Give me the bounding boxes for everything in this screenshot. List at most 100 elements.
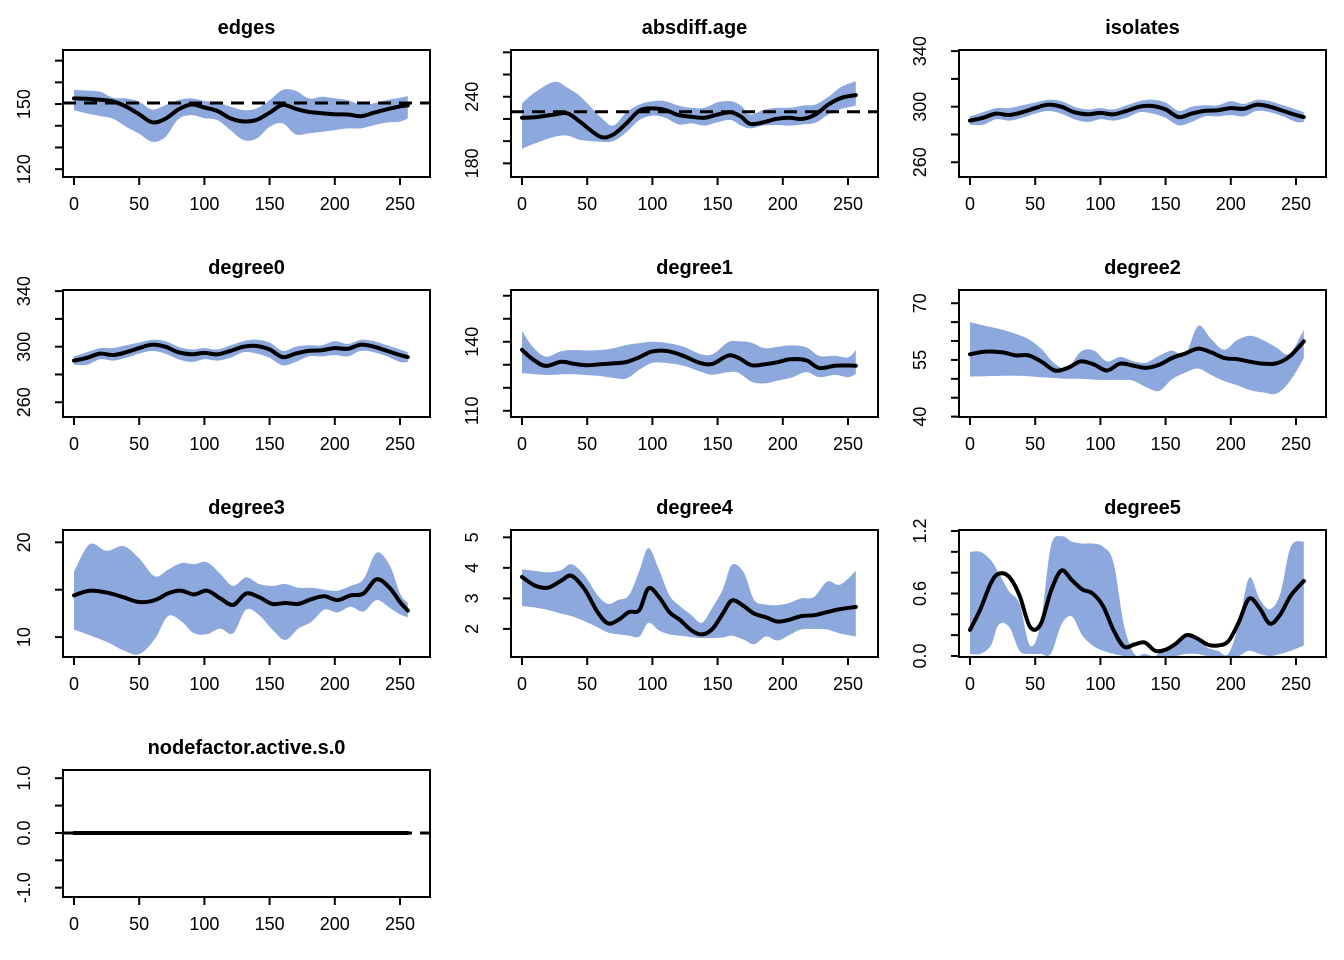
x-tick-label: 150 (255, 434, 285, 454)
x-tick-label: 200 (1216, 674, 1246, 694)
x-tick-label: 250 (1281, 194, 1311, 214)
x-tick-label: 150 (1151, 194, 1181, 214)
x-tick-label: 250 (385, 914, 415, 934)
y-tick-label: 0.0 (14, 820, 34, 845)
x-tick-label: 50 (1025, 674, 1045, 694)
y-tick-label: 3 (462, 593, 482, 603)
x-tick-label: 50 (1025, 434, 1045, 454)
panel-title: edges (218, 17, 276, 39)
x-tick-label: 0 (965, 434, 975, 454)
x-tick-label: 100 (1085, 434, 1115, 454)
x-tick-label: 100 (189, 674, 219, 694)
x-tick-label: 0 (69, 194, 79, 214)
panel-degree3: degree3 0 50 100 150 200 250 10 20 (14, 497, 431, 694)
mean-line (520, 573, 858, 637)
y-tick-label: 240 (462, 82, 482, 112)
y-tick-label: 10 (14, 627, 34, 647)
plot-box (510, 49, 879, 178)
panel-title: nodefactor.active.s.0 (148, 737, 346, 759)
x-tick-label: 100 (637, 194, 667, 214)
mean-line (968, 568, 1306, 654)
x-tick-label: 200 (1216, 194, 1246, 214)
x-tick-label: 0 (69, 914, 79, 934)
y-tick-label: 4 (462, 563, 482, 573)
y-tick-label: 70 (910, 293, 930, 313)
y-tick-label: 40 (910, 407, 930, 427)
panel-edges: edges 0 50 100 150 200 250 120 150 (14, 17, 431, 214)
y-tick-label: 20 (14, 532, 34, 552)
x-tick-label: 150 (255, 914, 285, 934)
mean-line (72, 577, 410, 613)
panel-title: degree1 (656, 257, 733, 279)
x-tick-label: 250 (1281, 674, 1311, 694)
x-tick-label: 250 (833, 434, 863, 454)
plot-box (62, 289, 431, 418)
x-tick-label: 50 (129, 674, 149, 694)
mean-line (968, 102, 1306, 123)
x-tick-label: 250 (385, 674, 415, 694)
x-tick-label: 0 (965, 194, 975, 214)
x-tick-label: 100 (189, 194, 219, 214)
panel-title: isolates (1105, 17, 1179, 39)
mean-line (520, 93, 858, 140)
y-tick-label: 340 (14, 276, 34, 306)
y-tick-label: 0.0 (910, 643, 930, 668)
panel-title: degree4 (656, 497, 734, 519)
y-tick-label: 260 (910, 147, 930, 177)
panel-isolates: isolates 0 50 100 150 200 250 260 300 340 (910, 17, 1327, 214)
x-tick-label: 200 (768, 434, 798, 454)
plot-box (510, 289, 879, 418)
panel-degree0: degree0 0 50 100 150 200 250 260 300 340 (14, 257, 431, 454)
y-tick-label: 150 (14, 89, 34, 119)
y-tick-label: 120 (14, 154, 34, 184)
confidence-band (970, 322, 1304, 395)
x-tick-label: 50 (129, 434, 149, 454)
mean-line (72, 96, 410, 125)
x-tick-label: 150 (703, 194, 733, 214)
y-tick-label: 140 (462, 327, 482, 357)
x-tick-label: 0 (69, 434, 79, 454)
x-tick-label: 50 (577, 674, 597, 694)
x-tick-label: 50 (129, 194, 149, 214)
x-tick-label: 200 (768, 194, 798, 214)
mean-line (968, 339, 1306, 373)
x-tick-label: 50 (1025, 194, 1045, 214)
plot-box (62, 49, 431, 178)
mean-line (520, 347, 858, 371)
x-tick-label: 0 (69, 674, 79, 694)
plot-box (62, 529, 431, 658)
x-tick-label: 0 (517, 194, 527, 214)
x-tick-label: 250 (833, 194, 863, 214)
y-tick-label: 260 (14, 387, 34, 417)
y-tick-label: 1.2 (910, 519, 930, 544)
x-tick-label: 150 (1151, 674, 1181, 694)
x-tick-label: 150 (703, 674, 733, 694)
x-tick-label: 200 (320, 914, 350, 934)
x-tick-label: 250 (833, 674, 863, 694)
mean-line (72, 342, 410, 363)
panel-nodefactor.active.s.0: nodefactor.active.s.0 0 50 100 150 200 250 -1.0… (14, 737, 431, 934)
x-tick-label: 150 (255, 674, 285, 694)
y-tick-label: 2 (462, 624, 482, 634)
x-tick-label: 100 (189, 434, 219, 454)
x-tick-label: 0 (965, 674, 975, 694)
panel-title: degree2 (1104, 257, 1181, 279)
x-tick-label: 200 (320, 434, 350, 454)
x-tick-label: 200 (768, 674, 798, 694)
panel-title: degree3 (208, 497, 285, 519)
x-tick-label: 0 (517, 674, 527, 694)
panel-degree2: degree2 0 50 100 150 200 250 40 55 70 (910, 257, 1327, 454)
plot-box (958, 289, 1327, 418)
x-tick-label: 50 (577, 194, 597, 214)
panel-absdiff.age: absdiff.age 0 50 100 150 200 250 180 240 (462, 17, 879, 214)
x-tick-label: 250 (1281, 434, 1311, 454)
y-tick-label: 0.6 (910, 581, 930, 606)
panel-title: absdiff.age (642, 17, 748, 39)
y-tick-label: 55 (910, 350, 930, 370)
x-tick-label: 150 (255, 194, 285, 214)
y-tick-label: 110 (462, 396, 482, 425)
x-tick-label: 100 (189, 914, 219, 934)
x-tick-label: 150 (1151, 434, 1181, 454)
plot-box (958, 49, 1327, 178)
y-tick-label: 180 (462, 148, 482, 178)
